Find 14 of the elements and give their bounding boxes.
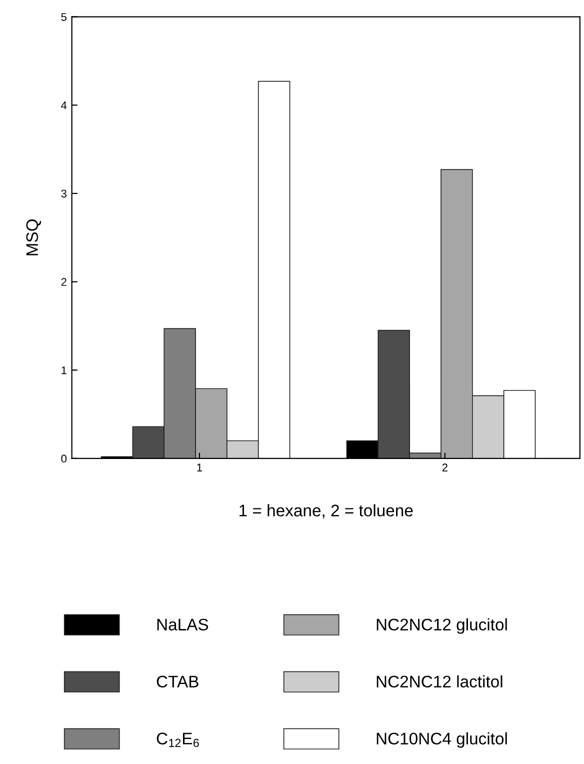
- y-axis-title: MSQ: [26, 219, 42, 256]
- y-tick-label: 3: [61, 190, 66, 198]
- legend-label: CTAB: [156, 676, 198, 688]
- y-tick-label: 0: [61, 454, 67, 463]
- legend-label: NC2NC12 lactitol: [376, 675, 502, 688]
- legend-label: NaLAS: [157, 618, 208, 630]
- y-tick-label: 4: [61, 102, 67, 110]
- legend-label: C$_{12}$E$_{6}$: [156, 732, 199, 748]
- y-tick-label: 1: [62, 366, 66, 374]
- y-tick-label: 2: [61, 278, 66, 286]
- legend-label: NC2NC12 glucitol: [376, 618, 507, 634]
- x-axis-title: 1 = hexane, 2 = toluene: [240, 504, 413, 518]
- legend-label: NC10NC4 glucitol: [376, 732, 507, 748]
- y-tick-label: 5: [61, 13, 67, 21]
